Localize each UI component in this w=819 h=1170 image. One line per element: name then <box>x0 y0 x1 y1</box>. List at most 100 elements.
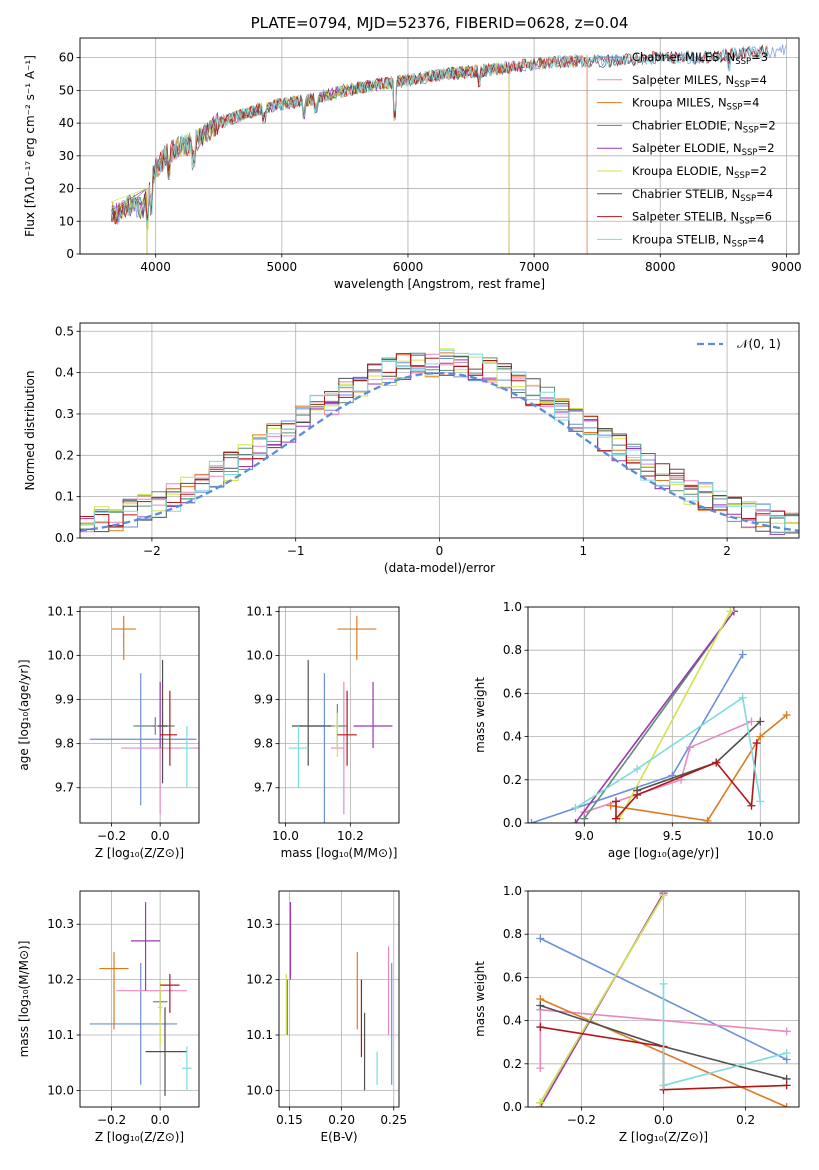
x-tick-label: 10.2 <box>337 829 364 843</box>
plot-area <box>89 615 199 815</box>
weight-marker <box>633 790 642 799</box>
x-tick-label: −0.2 <box>97 829 126 843</box>
grid <box>279 607 399 823</box>
legend-text: Salpeter MILES, N <box>632 73 734 87</box>
plot-area <box>285 902 393 1091</box>
weight-marker <box>747 801 756 810</box>
legend-subscript: SSP <box>727 103 743 113</box>
y-tick-label: 9.7 <box>55 781 74 795</box>
y-tick-label: 0 <box>66 247 74 261</box>
legend-subscript: SSP <box>743 125 759 135</box>
x-tick-label: 8000 <box>645 260 676 274</box>
histogram-step <box>80 353 799 533</box>
legend-entry: Salpeter MILES, NSSP=4 <box>632 73 767 90</box>
weight-marker <box>659 891 668 900</box>
weight-marker <box>536 1023 545 1032</box>
weight-marker <box>703 816 712 823</box>
y-tick-label: 10.2 <box>47 973 74 987</box>
legend-entry: Kroupa STELIB, NSSP=4 <box>632 232 764 249</box>
weight-line <box>662 983 787 1087</box>
x-axis-label: Z [log₁₀(Z/Z⊙)] <box>95 1130 184 1144</box>
spectrum-line <box>111 45 768 226</box>
x-axis-label: Z [log₁₀(Z/Z⊙)] <box>619 1130 708 1144</box>
chart-title: PLATE=0794, MJD=52376, FIBERID=0628, z=0… <box>251 14 629 32</box>
legend-subscript: SSP <box>742 148 758 158</box>
y-tick-label: 9.8 <box>55 737 74 751</box>
y-tick-label: 0.1 <box>55 490 74 504</box>
x-tick-label: 0.0 <box>151 829 170 843</box>
y-tick-label: 10.1 <box>47 604 74 618</box>
weight-marker <box>738 650 747 659</box>
y-tick-label: 9.9 <box>254 693 273 707</box>
y-tick-label: 9.9 <box>55 693 74 707</box>
y-tick-label: 9.8 <box>254 737 273 751</box>
weight-marker <box>659 979 668 988</box>
axes-frame <box>79 322 800 539</box>
y-tick-label: 1.0 <box>503 600 522 614</box>
legend-entry: 𝒩(0, 1) <box>737 337 781 351</box>
y-tick-label: 10.0 <box>246 648 273 662</box>
x-tick-label: 9000 <box>771 260 802 274</box>
y-axis-label: Flux [fλ10⁻¹⁷ erg cm⁻² s⁻¹ A⁻¹] <box>23 55 37 237</box>
y-axis-label: Normed distribution <box>23 371 37 491</box>
legend-value: =4 <box>750 73 767 87</box>
x-tick-label: 7000 <box>519 260 550 274</box>
axes-frame <box>278 606 400 824</box>
x-tick-label: 0.15 <box>276 1113 303 1127</box>
panel-residuals: −2 −1 0 1 2 0.0 0.1 0.2 0.3 0.4 0.5 (data-model)/er… <box>23 322 800 575</box>
panel-weight-vs-Z: −0.2 0.0 0.2 0.0 0.2 0.4 0.6 0.8 1.0 Z [log₁₀(Z/Z… <box>473 884 800 1144</box>
weight-marker <box>782 1027 791 1036</box>
panel-mass-vs-Z: −0.2 0.0 10.0 10.1 10.2 10.3 Z [log₁₀(Z/Z⊙)] ma… <box>17 890 200 1144</box>
x-tick-label: −0.2 <box>567 1113 596 1127</box>
y-tick-label: 0.0 <box>503 1100 522 1114</box>
x-tick-label: −2 <box>143 544 161 558</box>
weight-marker <box>571 819 580 823</box>
legend-entry: Salpeter STELIB, NSSP=6 <box>632 210 772 227</box>
normal-curve <box>80 371 799 532</box>
grid <box>279 891 399 1107</box>
x-tick-label: 0 <box>436 544 444 558</box>
weight-marker <box>685 743 694 752</box>
legend-subscript: SSP <box>734 80 750 90</box>
plot-area <box>528 607 791 823</box>
weight-marker <box>536 934 545 943</box>
y-tick-label: 0.2 <box>55 448 74 462</box>
weight-line <box>584 720 752 813</box>
legend-entry: Chabrier MILES, NSSP=3 <box>632 50 768 67</box>
legend-value: =2 <box>750 164 767 178</box>
legend-value: =4 <box>742 96 759 110</box>
weight-marker <box>606 801 615 810</box>
weight-marker <box>580 814 589 823</box>
y-tick-label: 0.2 <box>503 1057 522 1071</box>
y-tick-label: 0.8 <box>503 643 522 657</box>
x-tick-label: 0.0 <box>151 1113 170 1127</box>
y-tick-label: 10 <box>59 214 74 228</box>
x-tick-label: 1 <box>579 544 587 558</box>
x-axis-label: mass [log₁₀(M/M⊙)] <box>281 846 398 860</box>
legend-text: Salpeter ELODIE, N <box>632 141 742 155</box>
legend-entry: Chabrier ELODIE, NSSP=2 <box>632 118 776 135</box>
weight-line <box>610 714 788 822</box>
legend-value: =4 <box>747 232 764 246</box>
y-tick-label: 0.3 <box>55 407 74 421</box>
weight-line <box>575 696 762 809</box>
weight-marker <box>756 797 765 806</box>
panel-weight-vs-age: 9.0 9.5 10.0 0.0 0.2 0.4 0.6 0.8 1.0 age [log₁₀(a… <box>473 600 800 860</box>
y-tick-label: 10.0 <box>47 1083 74 1097</box>
x-axis-label: wavelength [Angstrom, rest frame] <box>334 277 545 291</box>
weight-marker <box>756 732 765 741</box>
x-tick-label: 10.0 <box>747 829 774 843</box>
weight-line <box>615 743 758 821</box>
y-tick-label: 30 <box>59 149 74 163</box>
y-tick-label: 10.1 <box>47 1028 74 1042</box>
weight-marker <box>712 758 721 767</box>
spectrum-line <box>111 54 588 254</box>
y-tick-label: 0.2 <box>503 773 522 787</box>
legend-value: =4 <box>756 187 773 201</box>
weight-marker <box>782 1049 791 1057</box>
axes-frame <box>527 606 800 824</box>
legend-value: =6 <box>755 210 772 224</box>
plot-area <box>89 902 192 1096</box>
x-tick-label: −0.2 <box>97 1113 126 1127</box>
